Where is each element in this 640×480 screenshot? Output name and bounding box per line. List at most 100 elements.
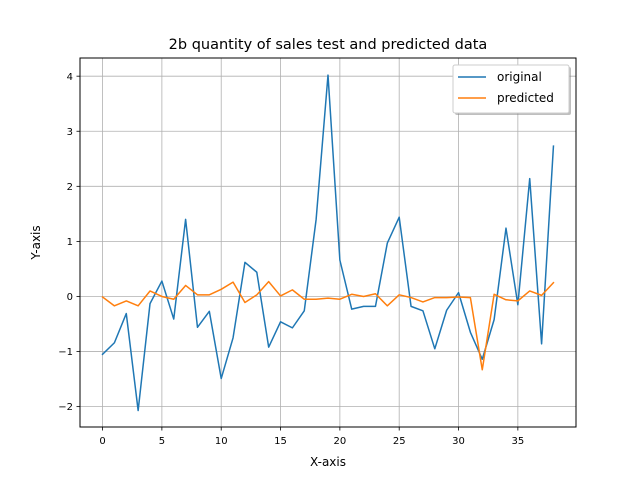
data-point-original [540, 342, 543, 345]
plot-area: 0 5 10 15 20 25 30 35 −2 −1 0 1 2 3 4 [58, 57, 577, 447]
tick-layer: 0 5 10 15 20 25 30 35 −2 −1 0 1 2 3 4 [58, 72, 524, 447]
data-point-original [457, 291, 460, 294]
y-tick-label: −1 [58, 347, 73, 358]
data-point-original [528, 177, 531, 180]
data-point-predicted [137, 304, 140, 307]
data-point-predicted [481, 368, 484, 371]
data-point-original [350, 308, 353, 311]
legend: original predicted [452, 64, 571, 115]
data-point-predicted [279, 294, 282, 297]
data-point-predicted [326, 297, 329, 300]
data-point-original [148, 302, 151, 305]
data-point-predicted [255, 293, 258, 296]
data-point-original [326, 73, 329, 76]
data-point-predicted [493, 293, 496, 296]
data-point-predicted [350, 293, 353, 296]
x-tick-label: 15 [274, 436, 287, 447]
data-point-predicted [540, 294, 543, 297]
data-point-predicted [445, 296, 448, 299]
chart-title: 2b quantity of sales test and predicted … [169, 37, 488, 53]
legend-label-original: original [497, 70, 542, 84]
data-point-original [504, 227, 507, 230]
data-point-original [516, 303, 519, 306]
data-point-predicted [125, 299, 128, 302]
data-point-predicted [113, 304, 116, 307]
data-point-predicted [101, 295, 104, 298]
data-point-original [493, 318, 496, 321]
data-point-original [445, 309, 448, 312]
data-point-original [125, 312, 128, 315]
data-point-original [113, 341, 116, 344]
data-point-predicted [528, 289, 531, 292]
data-point-original [255, 271, 258, 274]
data-point-predicted [184, 284, 187, 287]
data-point-predicted [516, 299, 519, 302]
data-point-original [160, 279, 163, 282]
data-point-predicted [220, 288, 223, 291]
y-tick-label: 2 [67, 182, 73, 193]
data-point-predicted [398, 293, 401, 296]
data-point-predicted [504, 298, 507, 301]
data-point-original [374, 305, 377, 308]
data-point-original [231, 336, 234, 339]
data-point-original [172, 317, 175, 320]
data-point-original [315, 218, 318, 221]
data-point-original [243, 261, 246, 264]
data-point-predicted [196, 293, 199, 296]
data-point-predicted [469, 296, 472, 299]
data-point-original [362, 305, 365, 308]
data-point-predicted [315, 298, 318, 301]
data-point-predicted [208, 293, 211, 296]
x-tick-label: 5 [159, 436, 165, 447]
data-point-predicted [231, 281, 234, 284]
data-point-predicted [552, 281, 555, 284]
data-point-original [184, 218, 187, 221]
data-point-predicted [291, 288, 294, 291]
y-tick-label: 3 [67, 127, 73, 138]
x-tick-label: 35 [511, 436, 524, 447]
y-axis-label: Y-axis [29, 225, 43, 260]
data-point-original [220, 377, 223, 380]
series-layer [101, 73, 555, 412]
data-point-original [398, 216, 401, 219]
data-point-original [469, 331, 472, 334]
data-point-original [338, 259, 341, 262]
data-point-original [303, 309, 306, 312]
data-point-predicted [457, 295, 460, 298]
data-point-predicted [160, 295, 163, 298]
data-point-original [433, 347, 436, 350]
data-point-predicted [338, 298, 341, 301]
y-tick-label: −2 [58, 402, 73, 413]
axes-frame [79, 57, 577, 428]
data-point-predicted [386, 304, 389, 307]
y-tick-label: 1 [67, 237, 73, 248]
x-tick-label: 20 [333, 436, 346, 447]
y-tick-label: 4 [67, 72, 73, 83]
x-tick-label: 0 [99, 436, 105, 447]
data-point-original [552, 145, 555, 148]
data-point-predicted [148, 289, 151, 292]
data-point-predicted [433, 296, 436, 299]
data-point-original [421, 309, 424, 312]
data-point-original [208, 310, 211, 313]
data-point-original [291, 326, 294, 329]
series-line-predicted [101, 280, 555, 371]
x-tick-label: 10 [215, 436, 228, 447]
data-point-original [279, 320, 282, 323]
x-tick-label: 30 [452, 436, 465, 447]
data-point-original [267, 346, 270, 349]
y-tick-label: 0 [67, 292, 73, 303]
data-point-original [386, 241, 389, 244]
data-point-original [409, 305, 412, 308]
data-point-predicted [243, 301, 246, 304]
data-point-predicted [362, 295, 365, 298]
data-point-predicted [421, 300, 424, 303]
data-point-original [196, 326, 199, 329]
data-point-original [101, 353, 104, 356]
x-tick-label: 25 [393, 436, 406, 447]
data-point-predicted [267, 280, 270, 283]
data-point-original [137, 409, 140, 412]
data-point-predicted [409, 296, 412, 299]
data-point-predicted [303, 298, 306, 301]
